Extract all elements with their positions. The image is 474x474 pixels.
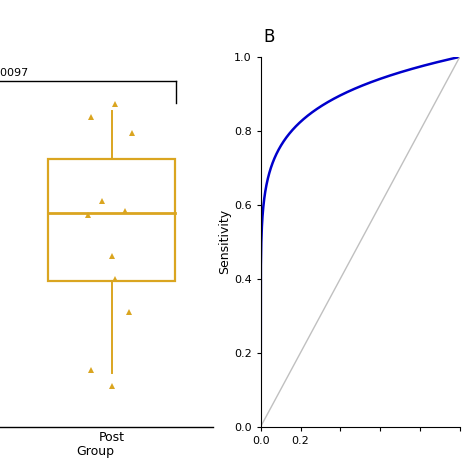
Y-axis label: Sensitivity: Sensitivity <box>218 209 231 274</box>
Text: p=0.0097: p=0.0097 <box>0 67 28 78</box>
X-axis label: Group: Group <box>76 445 114 458</box>
Text: B: B <box>263 28 274 46</box>
Bar <box>48 159 175 281</box>
